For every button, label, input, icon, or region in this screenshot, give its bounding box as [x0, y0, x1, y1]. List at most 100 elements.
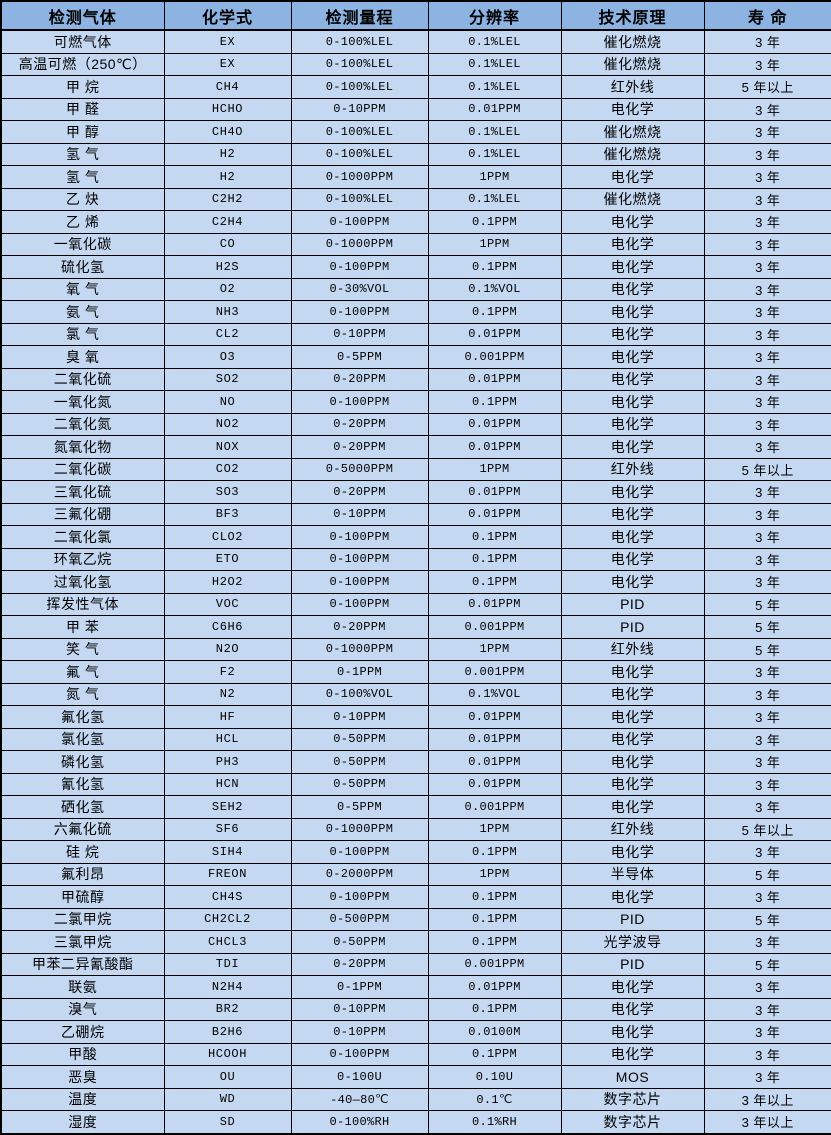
cell-res: 0.1%VOL	[427, 682, 562, 706]
cell-formula: HCL	[163, 727, 292, 751]
table-row: 乙 炔 C2H2 0-100%LEL 0.1%LEL 催化燃烧 3 年	[0, 187, 831, 211]
cell-name: 三氟化硼	[0, 502, 165, 526]
cell-res: 0.0100M	[427, 1020, 562, 1044]
cell-name: 氟 气	[0, 660, 165, 684]
cell-range: 0-1000PPM	[290, 637, 429, 661]
cell-formula: BF3	[163, 502, 292, 526]
cell-res: 0.1PPM	[427, 997, 562, 1021]
cell-life: 3 年	[703, 300, 831, 324]
cell-life: 3 年	[703, 165, 831, 189]
cell-res: 0.1PPM	[427, 930, 562, 954]
cell-formula: EX	[163, 52, 292, 76]
cell-range: 0-20PPM	[290, 615, 429, 639]
cell-tech: 电化学	[560, 660, 705, 684]
cell-tech: 电化学	[560, 390, 705, 414]
cell-life: 5 年	[703, 592, 831, 616]
cell-range: 0-10PPM	[290, 705, 429, 729]
table-row: 二氧化氮 NO2 0-20PPM 0.01PPM 电化学 3 年	[0, 412, 831, 436]
cell-name: 甲 烷	[0, 75, 165, 99]
cell-life: 3 年	[703, 142, 831, 166]
cell-name: 乙 烯	[0, 210, 165, 234]
cell-name: 温度	[0, 1087, 165, 1111]
cell-formula: ETO	[163, 547, 292, 571]
cell-range: 0-100PPM	[290, 885, 429, 909]
cell-range: 0-5PPM	[290, 795, 429, 819]
cell-formula: TDI	[163, 952, 292, 976]
cell-res: 0.01PPM	[427, 750, 562, 774]
cell-formula: FREON	[163, 862, 292, 886]
cell-tech: 电化学	[560, 840, 705, 864]
cell-life: 3 年	[703, 795, 831, 819]
cell-formula: VOC	[163, 592, 292, 616]
table-row: 二氧化碳 CO2 0-5000PPM 1PPM 红外线 5 年以上	[0, 457, 831, 481]
table-row: 二氯甲烷 CH2CL2 0-500PPM 0.1PPM PID 5 年	[0, 907, 831, 931]
cell-life: 3 年	[703, 930, 831, 954]
cell-res: 0.1PPM	[427, 525, 562, 549]
cell-formula: SIH4	[163, 840, 292, 864]
cell-life: 3 年	[703, 412, 831, 436]
table-header: 检测气体 化学式 检测量程 分辨率 技术原理 寿 命	[0, 0, 831, 31]
table-row: 氢 气 H2 0-1000PPM 1PPM 电化学 3 年	[0, 165, 831, 189]
cell-life: 5 年	[703, 907, 831, 931]
cell-res: 0.01PPM	[427, 772, 562, 796]
cell-life: 3 年	[703, 1020, 831, 1044]
cell-life: 5 年以上	[703, 457, 831, 481]
cell-res: 1PPM	[427, 862, 562, 886]
cell-name: 氯化氢	[0, 727, 165, 751]
cell-res: 0.1%VOL	[427, 277, 562, 301]
cell-res: 0.001PPM	[427, 345, 562, 369]
cell-tech: 电化学	[560, 412, 705, 436]
cell-life: 3 年	[703, 277, 831, 301]
cell-range: 0-100%LEL	[290, 52, 429, 76]
cell-tech: 电化学	[560, 367, 705, 391]
cell-formula: CH2CL2	[163, 907, 292, 931]
cell-name: 笑 气	[0, 637, 165, 661]
cell-range: 0-5PPM	[290, 345, 429, 369]
cell-tech: 电化学	[560, 97, 705, 121]
cell-tech: 红外线	[560, 75, 705, 99]
cell-res: 0.1PPM	[427, 1042, 562, 1066]
table-row: 硅 烷 SIH4 0-100PPM 0.1PPM 电化学 3 年	[0, 840, 831, 864]
cell-range: 0-100U	[290, 1065, 429, 1089]
cell-range: -40—80℃	[290, 1087, 429, 1111]
cell-res: 1PPM	[427, 232, 562, 256]
cell-formula: EX	[163, 29, 292, 54]
cell-formula: OU	[163, 1065, 292, 1089]
cell-tech: 红外线	[560, 457, 705, 481]
cell-name: 湿度	[0, 1110, 165, 1134]
cell-res: 1PPM	[427, 637, 562, 661]
cell-tech: 数字芯片	[560, 1110, 705, 1134]
cell-range: 0-100PPM	[290, 1042, 429, 1066]
cell-life: 3 年	[703, 345, 831, 369]
cell-res: 0.01PPM	[427, 480, 562, 504]
cell-life: 3 年	[703, 727, 831, 751]
cell-life: 3 年	[703, 322, 831, 346]
table-row: 氟 气 F2 0-1PPM 0.001PPM 电化学 3 年	[0, 660, 831, 684]
table-body: 可燃气体 EX 0-100%LEL 0.1%LEL 催化燃烧 3 年高温可燃（250℃） E…	[0, 29, 831, 1134]
cell-res: 0.01PPM	[427, 727, 562, 751]
cell-life: 3 年以上	[703, 1087, 831, 1111]
cell-formula: N2H4	[163, 975, 292, 999]
cell-res: 0.01PPM	[427, 592, 562, 616]
table-row: 溴气 BR2 0-10PPM 0.1PPM 电化学 3 年	[0, 997, 831, 1021]
cell-tech: 半导体	[560, 862, 705, 886]
cell-formula: SF6	[163, 817, 292, 841]
cell-life: 3 年	[703, 570, 831, 594]
cell-formula: SEH2	[163, 795, 292, 819]
cell-range: 0-100%LEL	[290, 142, 429, 166]
table-row: 温度 WD -40—80℃ 0.1℃ 数字芯片 3 年以上	[0, 1087, 831, 1111]
cell-tech: 电化学	[560, 997, 705, 1021]
cell-formula: CH4	[163, 75, 292, 99]
cell-formula: PH3	[163, 750, 292, 774]
cell-range: 0-100PPM	[290, 255, 429, 279]
cell-life: 5 年以上	[703, 817, 831, 841]
table-row: 氯化氢 HCL 0-50PPM 0.01PPM 电化学 3 年	[0, 727, 831, 751]
cell-formula: CH4O	[163, 120, 292, 144]
cell-tech: 电化学	[560, 885, 705, 909]
cell-tech: 催化燃烧	[560, 187, 705, 211]
cell-name: 氟化氢	[0, 705, 165, 729]
column-header-resolution: 分辨率	[427, 0, 562, 31]
cell-name: 高温可燃（250℃）	[0, 52, 165, 76]
cell-name: 二氧化氮	[0, 412, 165, 436]
cell-res: 0.001PPM	[427, 615, 562, 639]
